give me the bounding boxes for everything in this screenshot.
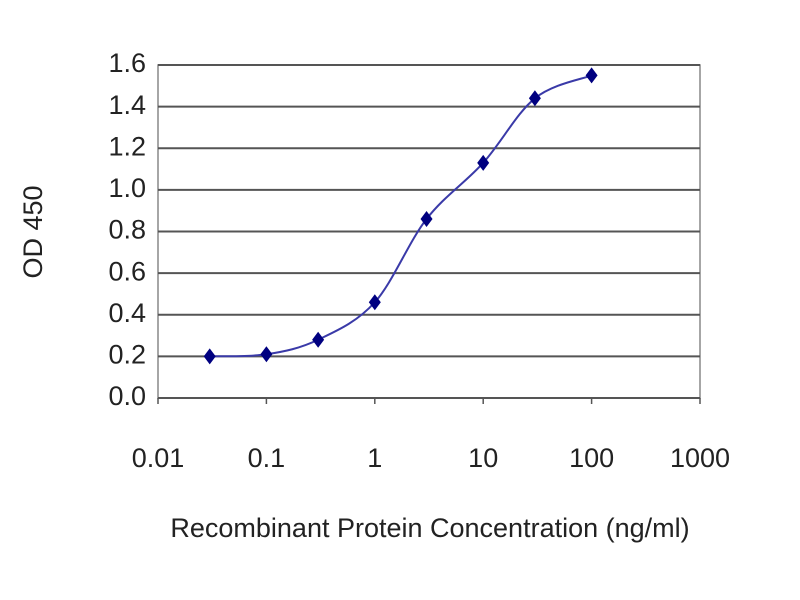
data-point xyxy=(477,154,490,171)
data-point xyxy=(312,331,325,348)
x-tick-label: 0.1 xyxy=(248,443,286,473)
data-point xyxy=(528,90,541,107)
y-tick-label: 0.8 xyxy=(108,215,146,245)
data-point xyxy=(420,211,433,228)
y-tick-label: 1.2 xyxy=(108,131,146,161)
data-point xyxy=(368,294,381,311)
x-tick-label: 1000 xyxy=(670,443,730,473)
y-tick-label: 0.6 xyxy=(108,256,146,286)
x-tick-label: 0.01 xyxy=(132,443,185,473)
y-tick-label: 1.4 xyxy=(108,90,146,120)
x-tick-label: 1 xyxy=(367,443,382,473)
y-tick-label: 1.0 xyxy=(108,173,146,203)
data-point xyxy=(203,348,216,365)
x-tick-label: 10 xyxy=(468,443,498,473)
y-tick-label: 1.6 xyxy=(108,48,146,78)
data-point xyxy=(585,67,598,84)
y-tick-label: 0.4 xyxy=(108,298,146,328)
y-tick-label: 0.0 xyxy=(108,381,146,411)
y-axis-title: OD 450 xyxy=(18,185,48,278)
x-tick-label: 100 xyxy=(569,443,614,473)
y-tick-label: 0.2 xyxy=(108,340,146,370)
fit-curve xyxy=(209,74,592,358)
x-axis-title: Recombinant Protein Concentration (ng/ml… xyxy=(170,513,689,543)
data-point xyxy=(260,346,273,363)
